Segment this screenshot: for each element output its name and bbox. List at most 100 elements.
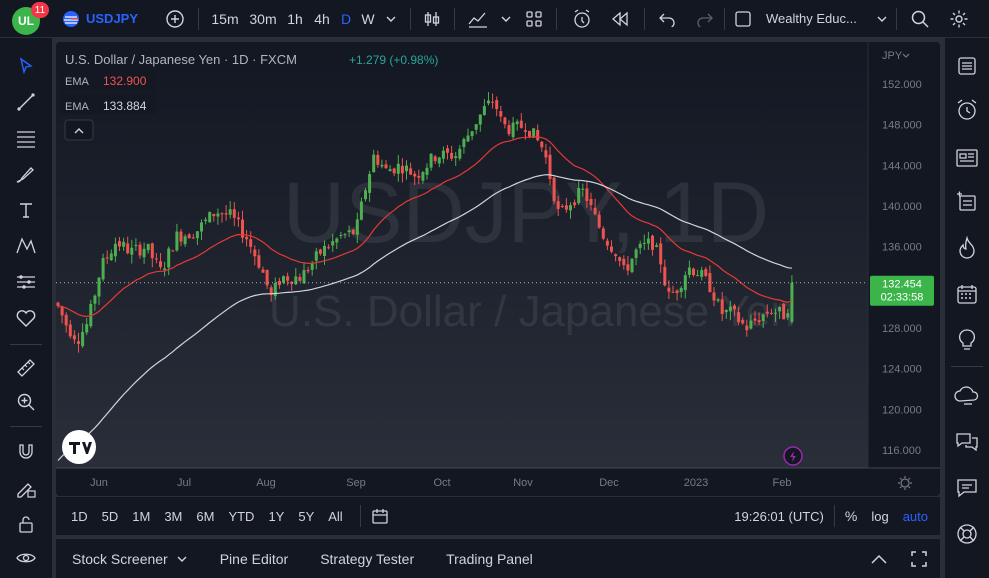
indicators-dropdown[interactable] [498,0,514,38]
candle-body [745,325,749,331]
calendar-button[interactable] [953,280,981,308]
tab-trading-panel[interactable]: Trading Panel [446,550,533,567]
watchlist-button[interactable] [953,52,981,80]
interval-30m[interactable]: 30m [249,10,277,27]
candle [560,203,564,208]
settings-button[interactable] [944,0,974,38]
templates-button[interactable] [522,0,546,38]
layout-button[interactable] [732,0,754,38]
news-button[interactable] [953,144,981,172]
interval-4h[interactable]: 4h [314,10,330,27]
help-button[interactable] [953,520,981,548]
chart-type-button[interactable] [420,0,444,38]
compare-button[interactable] [162,0,188,38]
panel-expand-button[interactable] [870,553,888,565]
text-tool[interactable] [12,196,40,224]
tab-pine-editor[interactable]: Pine Editor [219,550,289,567]
candle-body [441,150,445,159]
streams-button[interactable] [953,382,981,410]
candle-body [261,269,265,273]
public-chat-button[interactable] [953,474,981,502]
utc-clock[interactable]: 19:26:01 (UTC) [734,508,824,524]
brush-tool[interactable] [12,160,40,188]
tab-stock-screener[interactable]: Stock Screener [56,551,204,567]
auto-toggle[interactable]: auto [902,508,928,524]
alerts-button[interactable] [953,96,981,124]
trendline-tool[interactable] [12,88,40,116]
date-range-button[interactable] [371,507,389,525]
fib-tool[interactable] [12,124,40,152]
lock-tool[interactable] [12,510,40,538]
undo-button[interactable] [654,0,680,38]
replay-button[interactable] [606,0,634,38]
range-3m[interactable]: 3M [164,508,183,524]
candle-body [511,122,515,138]
layout-dropdown[interactable] [874,0,890,38]
ideas-button[interactable] [953,326,981,354]
price-chart[interactable]: USDJPY, 1D U.S. Dollar / Japanese Yen JP… [56,42,940,496]
ema2-value: 133.884 [103,99,147,113]
interval-1h[interactable]: 1h [287,10,303,27]
candle [359,197,363,221]
range-bar: 1D 5D 1M 3M 6M YTD 1Y 5Y All 19:26:01 (U… [56,497,940,535]
search-button[interactable] [906,0,934,38]
measure-tool[interactable] [12,354,40,382]
candle [692,267,695,277]
lightning-icon[interactable] [783,446,803,466]
time-scale[interactable]: Jun Jul Aug Sep Oct Nov Dec 2023 Feb [90,477,791,489]
range-1y[interactable]: 1Y [268,508,285,524]
price-scale-chevron[interactable] [902,53,910,58]
candle [593,198,597,216]
tab-strategy-tester[interactable]: Strategy Tester [320,550,415,567]
range-all[interactable]: All [328,508,343,524]
indicators-button[interactable] [464,0,492,38]
candle [700,266,704,281]
percent-toggle[interactable]: % [844,508,858,524]
candle-body [413,173,417,177]
range-6m[interactable]: 6M [196,508,215,524]
divider [454,8,455,30]
candle [790,275,794,324]
time-scale-settings[interactable] [898,476,912,490]
panel-maximize-button[interactable] [910,550,928,568]
interval-w[interactable]: W [361,10,375,27]
prediction-icon [17,275,35,289]
visibility-tool[interactable] [12,544,40,572]
cursor-tool[interactable] [12,52,40,80]
chats-button[interactable] [953,428,981,456]
legend-collapse-button[interactable] [64,119,94,141]
layout-name[interactable]: Wealthy Educ... [766,11,857,26]
icons-tool[interactable] [12,304,40,332]
alert-button[interactable] [568,0,596,38]
chart-pane[interactable]: USDJPY, 1D U.S. Dollar / Japanese Yen JP… [56,42,940,496]
redo-button[interactable] [692,0,718,38]
zoom-tool[interactable] [12,388,40,416]
interval-d[interactable]: D [340,10,352,27]
tradingview-logo[interactable] [62,430,96,464]
prediction-tool[interactable] [12,268,40,296]
price-scale-currency[interactable]: JPY [882,50,903,62]
range-ytd[interactable]: YTD [228,508,255,524]
pattern-tool[interactable] [12,232,40,260]
range-5y[interactable]: 5Y [298,508,315,524]
candle [470,131,474,141]
interval-dropdown[interactable] [382,0,400,38]
interval-15m[interactable]: 15m [211,10,239,27]
keep-drawing-tool[interactable] [12,474,40,502]
log-toggle[interactable]: log [871,508,889,524]
candle-body [282,276,285,283]
candle-body [310,263,314,270]
range-1m[interactable]: 1M [132,508,151,524]
candle [93,294,97,311]
price-tick-label: 140.000 [882,201,922,213]
hotlists-button[interactable] [953,234,981,262]
data-window-button[interactable] [953,188,981,216]
us-flag-icon [63,10,79,27]
range-5d[interactable]: 5D [101,508,119,524]
magnet-tool[interactable] [12,438,40,466]
range-1d[interactable]: 1D [71,508,88,524]
maximize-icon [911,550,927,567]
candle-body [782,304,786,320]
candle [204,217,208,225]
symbol-search[interactable]: USDJPY [62,0,142,38]
